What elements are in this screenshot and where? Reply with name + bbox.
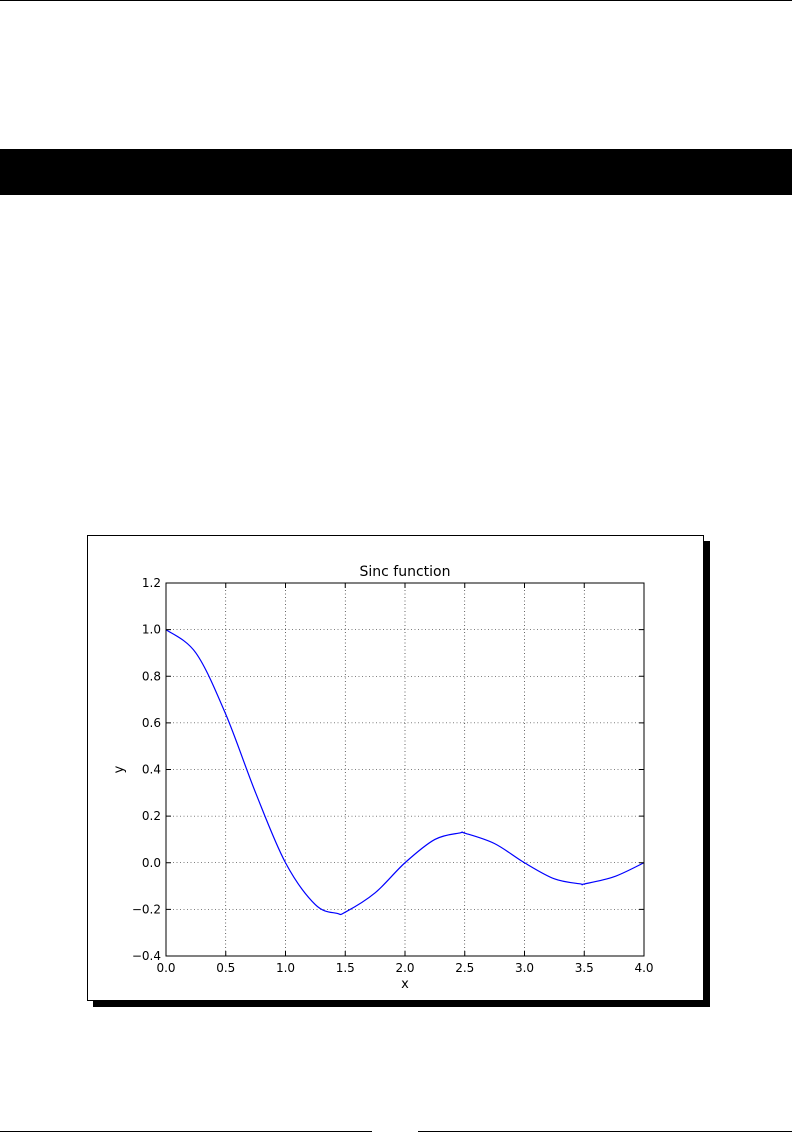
x-tick-label: 3.0	[515, 961, 534, 975]
chart-title: Sinc function	[360, 564, 451, 580]
series-line-0	[165, 629, 645, 916]
y-tick-label: 0.6	[142, 716, 161, 730]
y-tick-label: 0.2	[142, 809, 161, 823]
x-tick-label: 4.0	[634, 961, 653, 975]
x-tick-label: 0.5	[216, 961, 235, 975]
x-tick-label: 2.5	[455, 961, 474, 975]
footer-rule-right	[418, 1131, 792, 1132]
y-tick-label: 0.0	[142, 856, 161, 870]
footer-rule-left	[0, 1131, 372, 1132]
header-bar	[0, 149, 792, 195]
x-axis-label: x	[401, 977, 409, 992]
top-rule	[0, 0, 792, 1]
y-tick-label: 0.8	[142, 669, 161, 683]
y-tick-label: 1.0	[142, 623, 161, 637]
y-tick-label: 0.4	[142, 763, 161, 777]
x-tick-label: 3.5	[575, 961, 594, 975]
x-tick-label: 0.0	[156, 961, 175, 975]
chart-figure: Sinc function x y 0.0 0.5 1.0 1.5 2.0 2.5 3.0 3…	[87, 535, 704, 1001]
y-axis-label: y	[112, 765, 127, 773]
x-tick-label: 2.0	[395, 961, 414, 975]
y-tick-label: 1.2	[142, 576, 161, 590]
y-tick-label: −0.2	[132, 902, 161, 916]
x-tick-label: 1.5	[336, 961, 355, 975]
y-tick-label: −0.4	[132, 949, 161, 963]
x-tick-label: 1.0	[276, 961, 295, 975]
sinc-chart: Sinc function x y 0.0 0.5 1.0 1.5 2.0 2.5 3.0 3…	[112, 564, 654, 992]
